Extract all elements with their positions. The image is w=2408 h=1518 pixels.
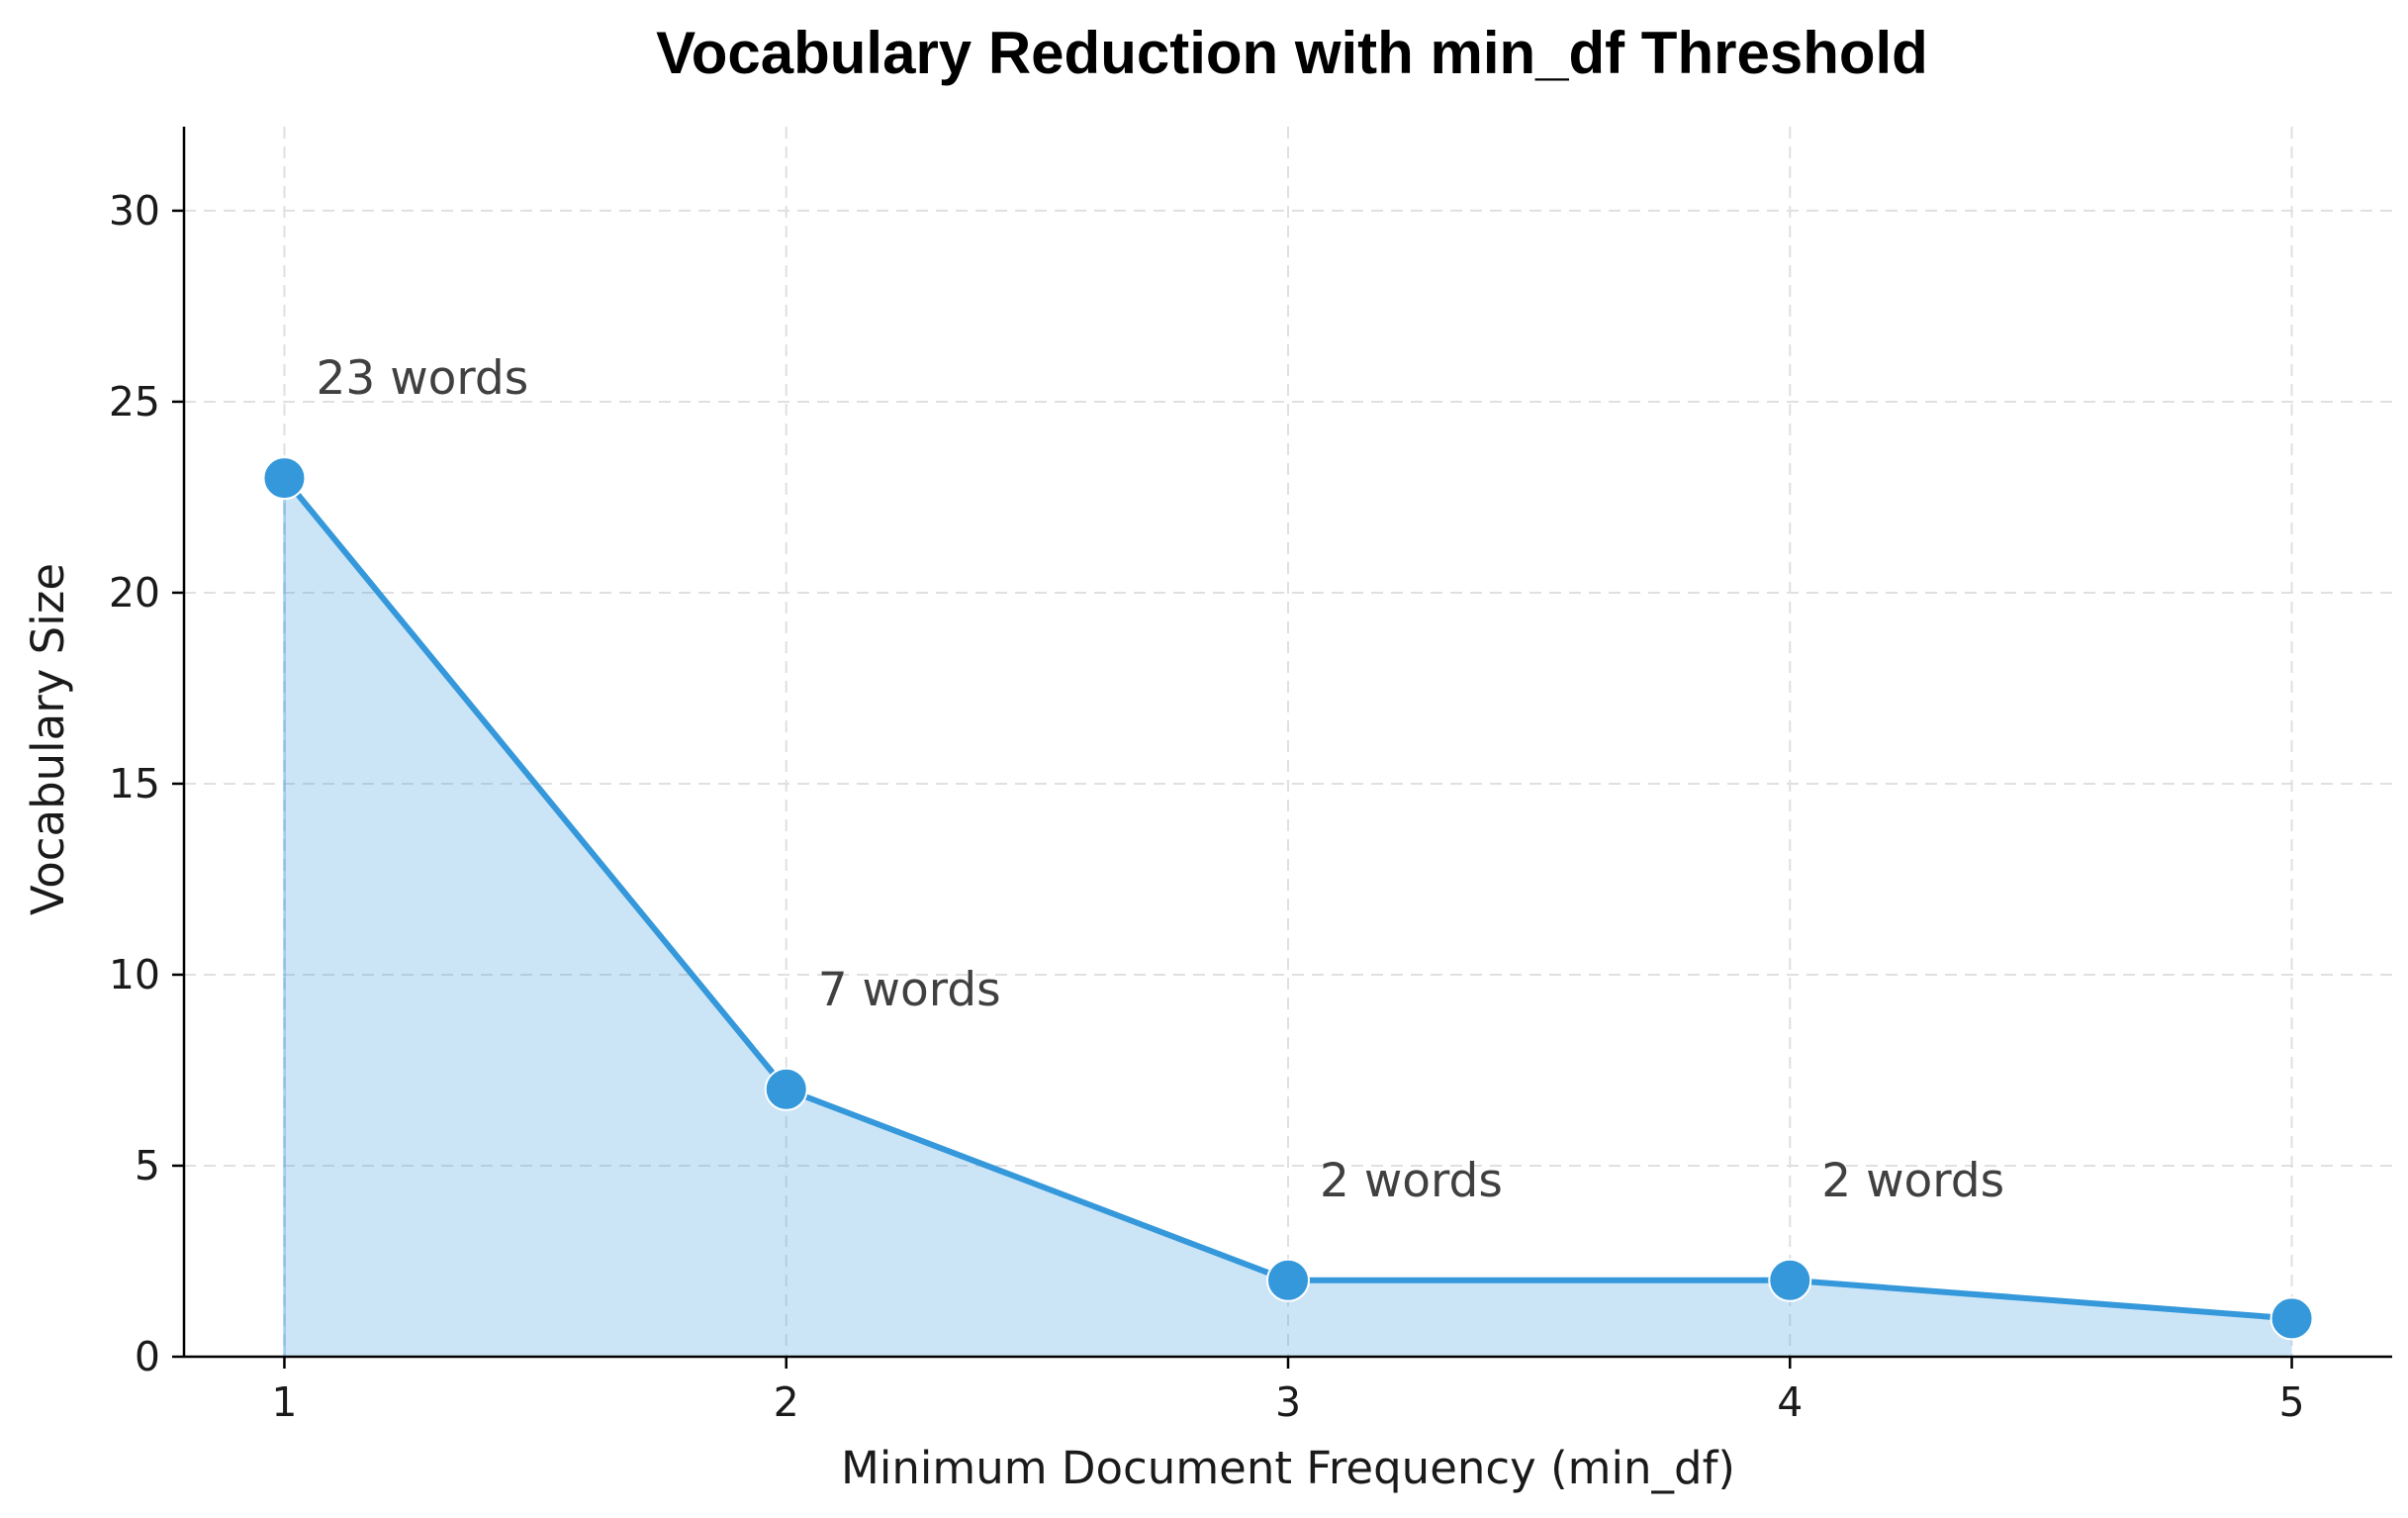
y-tick-label: 25 [109,378,160,426]
data-point-x2 [764,1067,808,1111]
chart-title: Vocabulary Reduction with min_df Thresho… [656,20,1928,86]
y-axis-label: Vocabulary Size [22,563,74,915]
data-point-x3 [1266,1258,1310,1302]
x-tick-label: 2 [774,1378,799,1426]
data-point-x5 [2269,1296,2314,1341]
data-label: 23 words [316,351,528,406]
data-label: 7 words [818,963,1001,1017]
data-label: 2 words [1320,1154,1503,1208]
x-tick-label: 5 [2278,1378,2304,1426]
marker-layer [262,456,2314,1341]
area-fill-layer [282,478,2292,1358]
data-point-x1 [262,456,307,501]
x-axis-label: Minimum Document Frequency (min_df) [841,1442,1735,1494]
x-tick-label: 3 [1275,1378,1301,1426]
y-tick-label: 5 [135,1142,160,1189]
tick-layer: 0 5 10 15 20 25 30 1 2 3 4 5 [109,187,2305,1426]
y-tick-label: 15 [109,760,160,807]
y-tick-label: 20 [109,569,160,617]
data-label: 2 words [1821,1154,2004,1208]
annotation-layer: 23 words 7 words 2 words 2 words [316,351,2004,1208]
area-fill [284,478,2292,1358]
x-tick-label: 1 [271,1378,297,1426]
y-tick-label: 30 [109,187,160,235]
data-point-x4 [1768,1258,1812,1302]
x-tick-label: 4 [1777,1378,1803,1426]
y-tick-label: 0 [135,1333,160,1380]
y-tick-label: 10 [109,951,160,998]
grid [184,127,2392,1358]
